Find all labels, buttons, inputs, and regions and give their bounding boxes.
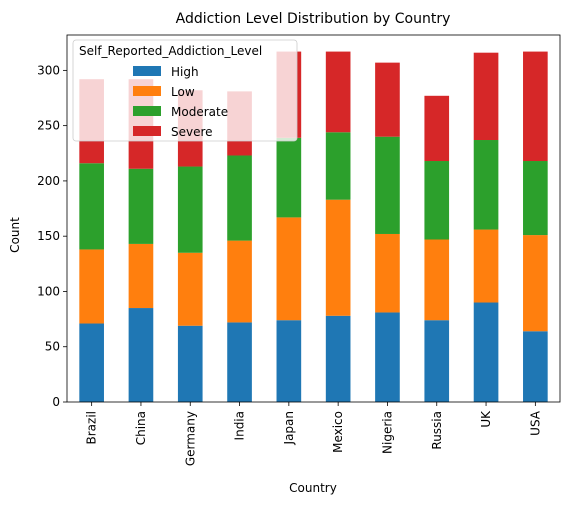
x-tick-label-china: China: [134, 411, 148, 445]
y-tick-label: 50: [45, 340, 60, 354]
bar-china-low: [128, 243, 154, 309]
y-axis: 0 50 100 150 200 250 300: [37, 63, 67, 409]
bar-usa-severe: [523, 51, 548, 162]
y-tick-label: 100: [37, 284, 60, 298]
bar-russia-low: [424, 239, 450, 321]
bar-nigeria-severe: [375, 62, 400, 137]
x-tick-label-russia: Russia: [430, 411, 444, 450]
plot-frame: [66, 34, 561, 403]
x-tick-label-usa: USA: [528, 410, 542, 436]
y-tick-label: 150: [37, 229, 60, 243]
legend-swatch-low: [133, 86, 161, 96]
y-axis-label: Count: [8, 217, 22, 253]
bar-russia-high: [424, 320, 450, 402]
bar-uk-low: [473, 229, 499, 303]
x-tick-label-uk: UK: [479, 410, 493, 428]
bar-mexico-high: [325, 315, 351, 402]
bar-germany-moderate: [177, 166, 203, 253]
legend-swatch-severe: [133, 126, 161, 136]
legend: Self_Reported_Addiction_Level High Low Mode…: [72, 39, 298, 142]
chart-title: Addiction Level Distribution by Country: [176, 11, 451, 27]
bar-india-moderate: [227, 155, 252, 241]
x-tick-label-japan: Japan: [282, 411, 296, 445]
bar-mexico-moderate: [325, 132, 351, 200]
bar-japan-moderate: [276, 137, 302, 218]
bar-brazil-moderate: [79, 163, 104, 250]
y-tick-label: 200: [37, 174, 60, 188]
bar-china-high: [128, 308, 154, 402]
legend-label-high: High: [171, 65, 199, 79]
legend-swatch-high: [133, 66, 161, 76]
legend-label-moderate: Moderate: [171, 105, 228, 119]
legend-title: Self_Reported_Addiction_Level: [79, 44, 262, 58]
x-tick-label-germany: Germany: [183, 411, 197, 466]
x-axis-label: Country: [289, 481, 337, 495]
bar-mexico-severe: [325, 51, 351, 133]
x-tick-label-brazil: Brazil: [85, 411, 99, 445]
bar-usa-low: [523, 235, 548, 332]
bar-japan-high: [276, 320, 302, 402]
y-tick-label: 0: [52, 395, 60, 409]
bar-usa-moderate: [523, 161, 548, 236]
legend-swatch-moderate: [133, 106, 161, 116]
bar-brazil-high: [79, 323, 104, 402]
bar-japan-low: [276, 217, 302, 321]
bar-russia-moderate: [424, 161, 450, 240]
bar-india-high: [227, 322, 252, 402]
legend-box: [72, 39, 298, 142]
y-tick-label: 250: [37, 119, 60, 133]
bar-germany-low: [177, 252, 203, 326]
bar-china-moderate: [128, 168, 154, 244]
bar-nigeria-high: [375, 312, 400, 402]
bar-uk-moderate: [473, 140, 499, 230]
bar-uk-severe: [473, 52, 499, 141]
bar-brazil-low: [79, 249, 104, 324]
bar-mexico-low: [325, 199, 351, 316]
legend-label-severe: Severe: [171, 125, 213, 139]
x-tick-label-nigeria: Nigeria: [380, 411, 394, 454]
x-axis: Brazil China Germany India Japan Mexico Nigeri…: [85, 402, 542, 466]
bar-uk-high: [473, 302, 499, 402]
bar-nigeria-low: [375, 233, 400, 313]
x-tick-label-mexico: Mexico: [331, 411, 345, 453]
bar-india-low: [227, 240, 252, 323]
bar-germany-high: [177, 325, 203, 402]
bar-russia-severe: [424, 95, 450, 162]
bar-nigeria-moderate: [375, 136, 400, 234]
legend-label-low: Low: [171, 85, 195, 99]
y-tick-label: 300: [37, 63, 60, 77]
x-tick-label-india: India: [233, 411, 247, 440]
bar-usa-high: [523, 331, 548, 402]
